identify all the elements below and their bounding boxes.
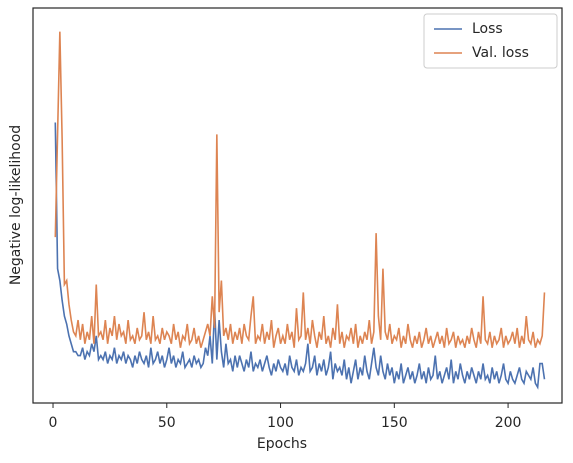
legend-label: Loss — [472, 21, 503, 37]
y-axis-label: Negative log-likelihood — [8, 125, 24, 285]
x-tick-label: 150 — [381, 415, 408, 431]
x-tick-label: 100 — [267, 415, 294, 431]
series-line — [54, 122, 546, 390]
x-tick-label: 200 — [495, 415, 522, 431]
plot-frame — [32, 7, 563, 404]
series-line — [54, 31, 546, 348]
x-tick-label: 0 — [49, 415, 58, 431]
legend-box — [423, 13, 558, 69]
x-axis-label: Epochs — [257, 436, 307, 452]
legend-label: Val. loss — [472, 45, 529, 61]
x-tick-label: 50 — [158, 415, 176, 431]
